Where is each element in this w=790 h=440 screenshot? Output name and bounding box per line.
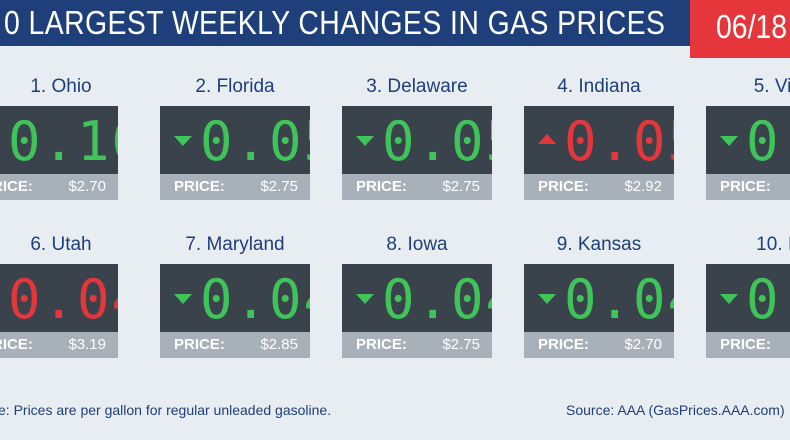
state-name: 6. Utah [30, 234, 92, 255]
price: $2.70 [68, 178, 106, 195]
price-change: 0.04 [382, 268, 492, 331]
price-card: 2. Florida 0.05 PRICE: $2.75 [160, 76, 310, 206]
state-name: 1. Ohio [30, 76, 92, 97]
price-label: PRICE: [538, 336, 589, 353]
change-display: 0.0 [706, 106, 790, 174]
price-strip: PRICE: $2.70 [524, 332, 674, 358]
price-strip: PRICE: [706, 174, 790, 200]
price-label: PRICE: [720, 336, 771, 353]
change-display: 0.05 [160, 106, 310, 174]
price: $2.75 [442, 178, 480, 195]
direction-arrow [538, 294, 556, 304]
change-display: 0.04 [524, 264, 674, 332]
direction-arrow [174, 294, 192, 304]
price-label: PRICE: [0, 178, 33, 195]
price-card: 1. Ohio 0.10 PRICE: $2.70 [0, 76, 118, 206]
price-label: PRICE: [174, 178, 225, 195]
direction-arrow [174, 136, 192, 146]
price-label: PRICE: [174, 336, 225, 353]
change-display: 0.04 [342, 264, 492, 332]
state-name: 8. Iowa [386, 234, 448, 255]
price-card: 8. Iowa 0.04 PRICE: $2.75 [342, 234, 492, 364]
price-strip: PRICE: $3.19 [0, 332, 118, 358]
change-display: 0.04 [0, 264, 118, 332]
price: $2.85 [260, 336, 298, 353]
title: 0 LARGEST WEEKLY CHANGES IN GAS PRICES [4, 4, 666, 41]
price: $2.75 [260, 178, 298, 195]
price-card: 5. Virg 0.0 PRICE: [706, 76, 790, 206]
price-strip: PRICE: $2.75 [342, 174, 492, 200]
state-name: 10. Illi [756, 234, 790, 255]
price: $3.19 [68, 336, 106, 353]
price-change: 0.0 [746, 268, 790, 331]
price-change: 0.05 [382, 110, 492, 173]
price-strip: PRICE: $2.70 [0, 174, 118, 200]
price-card: 4. Indiana 0.05 PRICE: $2.92 [524, 76, 674, 206]
price-label: PRICE: [0, 336, 33, 353]
price-strip: PRICE: [706, 332, 790, 358]
price-card: 10. Illi 0.0 PRICE: [706, 234, 790, 364]
direction-arrow [356, 136, 374, 146]
change-display: 0.05 [524, 106, 674, 174]
price-change: 0.04 [564, 268, 674, 331]
state-name: 9. Kansas [556, 234, 642, 255]
price-label: PRICE: [538, 178, 589, 195]
price-strip: PRICE: $2.75 [160, 174, 310, 200]
change-display: 0.04 [160, 264, 310, 332]
date: 06/18 [716, 8, 788, 45]
state-name: 4. Indiana [557, 76, 641, 97]
price-label: PRICE: [356, 178, 407, 195]
source: Source: AAA (GasPrices.AAA.com) [566, 402, 785, 418]
header-band: 0 LARGEST WEEKLY CHANGES IN GAS PRICES [0, 0, 790, 46]
state-name: 5. Virg [753, 76, 790, 97]
direction-arrow [356, 294, 374, 304]
price: $2.70 [624, 336, 662, 353]
state-name: 2. Florida [195, 76, 275, 97]
direction-arrow [720, 136, 738, 146]
price-change: 0.04 [8, 268, 118, 331]
price: $2.75 [442, 336, 480, 353]
price-change: 0.04 [200, 268, 310, 331]
date-box: 06/18 [690, 0, 790, 58]
price-change: 0.0 [746, 110, 790, 173]
state-name: 7. Maryland [185, 234, 285, 255]
price-label: PRICE: [720, 178, 771, 195]
price-change: 0.10 [8, 110, 118, 173]
change-display: 0.05 [342, 106, 492, 174]
price-change: 0.05 [200, 110, 310, 173]
price-card: 6. Utah 0.04 PRICE: $3.19 [0, 234, 118, 364]
state-name: 3. Delaware [366, 76, 468, 97]
price-strip: PRICE: $2.92 [524, 174, 674, 200]
price-strip: PRICE: $2.75 [342, 332, 492, 358]
change-display: 0.10 [0, 106, 118, 174]
price: $2.92 [624, 178, 662, 195]
change-display: 0.0 [706, 264, 790, 332]
price-card: 9. Kansas 0.04 PRICE: $2.70 [524, 234, 674, 364]
price-card: 7. Maryland 0.04 PRICE: $2.85 [160, 234, 310, 364]
note: e: Prices are per gallon for regular unl… [0, 402, 332, 418]
price-strip: PRICE: $2.85 [160, 332, 310, 358]
direction-arrow [720, 294, 738, 304]
price-change: 0.05 [564, 110, 674, 173]
price-label: PRICE: [356, 336, 407, 353]
price-card: 3. Delaware 0.05 PRICE: $2.75 [342, 76, 492, 206]
direction-arrow [538, 134, 556, 144]
